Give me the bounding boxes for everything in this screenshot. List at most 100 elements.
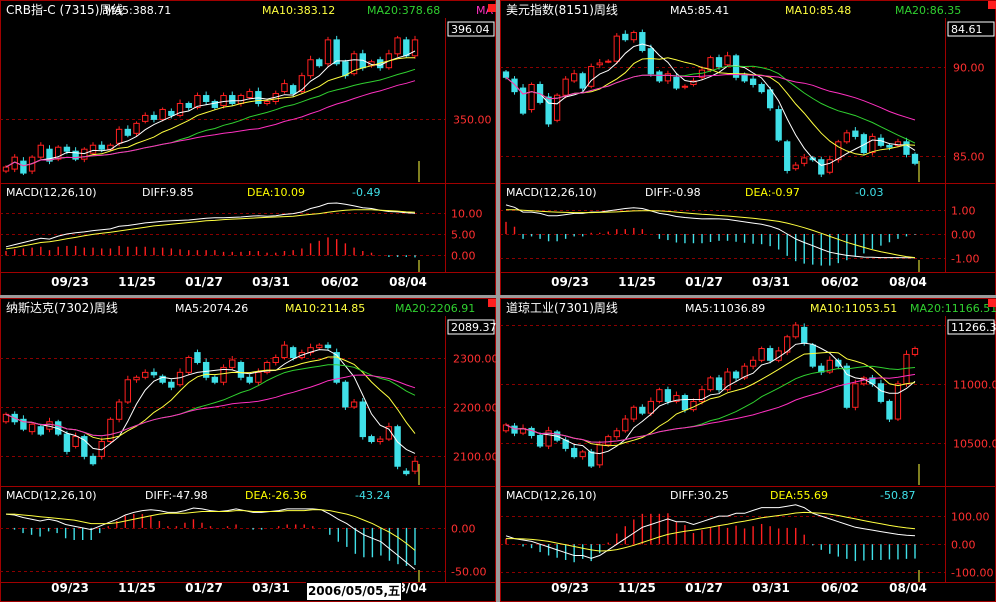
vertical-divider[interactable] — [496, 0, 500, 602]
candle-body — [826, 359, 833, 373]
candle-body — [185, 102, 192, 108]
current-price-tag: 11266.36 — [951, 321, 996, 334]
macd-label: MACD(12,26,10) — [6, 186, 97, 199]
x-axis-label: 09/23 — [551, 581, 589, 595]
price-tick-label: 85.00 — [953, 151, 985, 164]
price-tick-label: 2200.00 — [453, 402, 496, 415]
candle-body — [246, 91, 253, 99]
dea-label: DEA:55.69 — [770, 489, 828, 502]
candle-body — [511, 78, 518, 93]
candle-body — [98, 144, 105, 150]
ma-line-10 — [505, 57, 916, 156]
diff-label: DIFF:-47.98 — [145, 489, 208, 502]
ma-line-30 — [505, 373, 916, 443]
candle-body — [758, 348, 765, 361]
candle-body — [784, 336, 791, 353]
candle-body — [741, 75, 748, 82]
candle-body — [707, 57, 714, 71]
x-axis-label: 11/25 — [618, 581, 656, 595]
candle-body — [202, 361, 210, 378]
horizontal-divider[interactable] — [0, 295, 996, 298]
ma-label-1: MA10:383.12 — [262, 4, 335, 17]
x-axis-label: 06/02 — [321, 275, 359, 289]
x-axis-label: 03/31 — [252, 581, 290, 595]
macd-hist-label: -43.24 — [355, 489, 390, 502]
candle-body — [801, 326, 808, 344]
candle-body — [596, 62, 603, 66]
panel-frame — [500, 0, 996, 296]
candle-body — [289, 85, 297, 95]
candle-body — [350, 401, 358, 408]
price-tick-label: 2100.00 — [453, 451, 496, 464]
macd-tick-label: 1.00 — [951, 205, 976, 218]
panel-frame — [0, 0, 496, 296]
candle-body — [886, 144, 893, 148]
candle-body — [176, 371, 184, 386]
candle-body — [411, 460, 419, 472]
macd-tick-label: 0.00 — [951, 539, 976, 552]
candle-body — [237, 95, 245, 104]
candle-body — [835, 141, 842, 161]
x-axis-label: 08/04 — [889, 581, 927, 595]
x-axis-label: 08/04 — [889, 275, 927, 289]
candle-body — [605, 436, 612, 446]
candle-body — [359, 401, 366, 438]
macd-hist-label: -0.03 — [855, 186, 883, 199]
diff-line — [5, 507, 416, 570]
ma-label-1: MA10:85.48 — [785, 4, 851, 17]
candle-body — [2, 166, 10, 172]
candle-body — [342, 381, 349, 408]
chart-panel-dow-jones[interactable]: 道琼工业(7301)周线 MA5:11036.89 MA10:11053.51 MA2… — [500, 298, 996, 602]
candle-body — [613, 430, 620, 438]
chart-svg[interactable]: 道琼工业(7301)周线 MA5:11036.89 MA10:11053.51 MA2… — [500, 298, 996, 602]
candle-body — [511, 425, 518, 434]
chart-panel-nasdaq[interactable]: 纳斯达克(7302)周线 MA5:2074.26 MA10:2114.85 MA20:… — [0, 298, 496, 602]
x-axis-label: 09/23 — [51, 275, 89, 289]
ma-line-5 — [5, 349, 416, 454]
candle-body — [809, 344, 816, 367]
candle-body — [81, 148, 88, 160]
candle-body — [707, 377, 714, 391]
candle-body — [886, 400, 893, 420]
current-price-tag: 84.61 — [951, 23, 983, 36]
candle-body — [630, 406, 637, 420]
candle-body — [211, 376, 219, 383]
candle-body — [176, 102, 184, 116]
x-axis-label: 11/25 — [118, 275, 156, 289]
candle-body — [229, 359, 236, 368]
ma-label-2: MA20:86.35 — [895, 4, 961, 17]
candle-body — [673, 76, 680, 89]
candle-body — [376, 438, 384, 443]
x-axis-label: 06/02 — [821, 275, 859, 289]
candle-body — [220, 95, 227, 106]
candle-body — [528, 83, 535, 111]
chart-svg[interactable]: 纳斯达克(7302)周线 MA5:2074.26 MA10:2114.85 MA20:… — [0, 298, 496, 602]
candle-body — [37, 426, 45, 435]
scroll-marker — [488, 299, 496, 307]
macd-label: MACD(12,26,10) — [506, 489, 597, 502]
macd-tick-label: 10.00 — [451, 208, 483, 221]
candle-body — [150, 371, 158, 376]
chart-panel-crb[interactable]: CRB指-C (7315)周线 MA5:388.71 MA10:383.12 MA20… — [0, 0, 496, 300]
current-price-box — [447, 21, 495, 37]
candle-body — [571, 447, 578, 458]
chart-svg[interactable]: 美元指数(8151)周线 MA5:85.41 MA10:85.48 MA20:86.3… — [500, 0, 996, 296]
current-price-box — [447, 319, 495, 335]
chart-title: 纳斯达克(7302)周线 — [6, 301, 118, 315]
candle-body — [698, 389, 706, 402]
dea-line — [506, 511, 916, 552]
candle-body — [690, 80, 697, 85]
diff-label: DIFF:30.25 — [670, 489, 729, 502]
price-tick-label: 11000.00 — [953, 379, 996, 392]
candle-body — [741, 365, 748, 379]
candle-body — [673, 395, 680, 402]
chart-panel-usd-index[interactable]: 美元指数(8151)周线 MA5:85.41 MA10:85.48 MA20:86.3… — [500, 0, 996, 300]
candle-body — [403, 470, 410, 475]
candle-body — [202, 95, 210, 102]
candle-body — [246, 376, 253, 383]
candle-body — [289, 347, 297, 359]
chart-title: CRB指-C (7315)周线 — [6, 2, 123, 17]
candle-body — [185, 357, 192, 373]
candle-body — [664, 389, 672, 402]
